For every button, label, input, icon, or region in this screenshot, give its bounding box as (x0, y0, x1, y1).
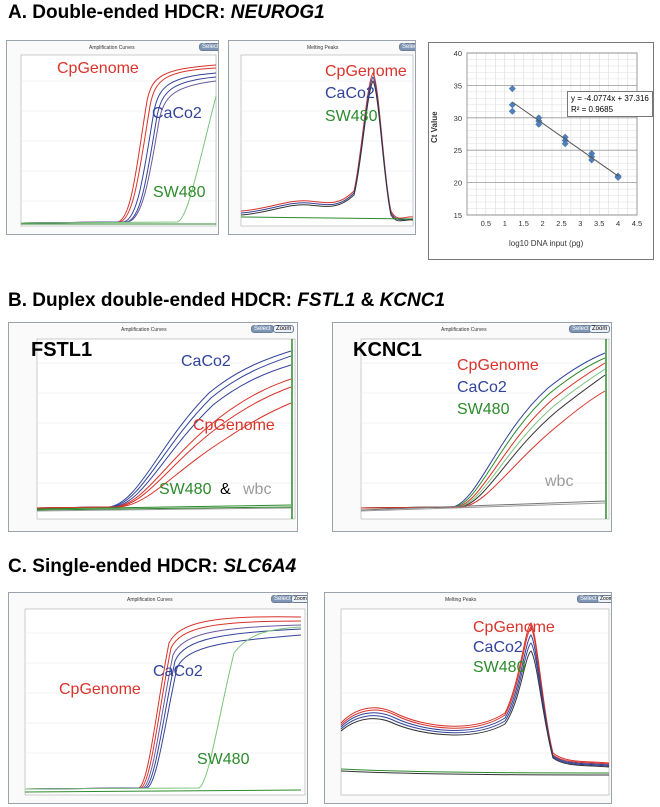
section-a-gene: NEUROG1 (230, 2, 325, 23)
amplification-plot-c (24, 608, 306, 796)
data-point (508, 85, 516, 93)
zoom-button[interactable]: Zoom (273, 325, 295, 333)
section-c-prefix: C. Single-ended HDCR: (8, 556, 224, 577)
x-tick-label: 1 (503, 219, 507, 228)
data-point (508, 107, 516, 115)
label-wbc: wbc (545, 473, 574, 490)
melting-plot-a (240, 54, 414, 227)
section-b-prefix: B. Duplex double-ended HDCR: (8, 290, 298, 311)
x-tick-label: 4.5 (632, 219, 642, 228)
panel-a-amplification: Amplification Curves Select CpGenome CaC… (6, 40, 219, 235)
section-b-amp: & (355, 290, 380, 311)
zoom-button[interactable]: Zoom (291, 595, 307, 603)
data-point (614, 173, 622, 181)
panel-title: Melting Peaks (307, 45, 339, 51)
zoom-button[interactable]: Zoom (589, 325, 611, 333)
melting-plot-c (340, 608, 610, 796)
panel-c-melting: Melting Peaks Select Zoom CpGenome CaCo2… (324, 592, 612, 804)
y-tick-label: 20 (454, 179, 462, 188)
amplification-plot-a (20, 54, 217, 227)
panel-a-standard-curve: 0.5 1 1.5 2 2.5 3 3.5 4 4.5 15 20 25 30 35 40 Ct Value… (428, 42, 654, 260)
label-caco2: CaCo2 (457, 379, 507, 396)
label-wbc: wbc (243, 481, 272, 498)
r2-text: R² = 0.9685 (571, 105, 614, 114)
section-b-gene2: KCNC1 (379, 290, 446, 311)
x-tick-label: 2.5 (556, 219, 566, 228)
panel-title: Amplification Curves (89, 45, 135, 51)
section-a-prefix: A. Double-ended HDCR: (8, 2, 231, 23)
data-point (535, 120, 543, 128)
standard-curve-chart: 0.5 1 1.5 2 2.5 3 3.5 4 4.5 15 20 25 30 35 40 (454, 49, 643, 228)
x-tick-label: 1.5 (518, 219, 528, 228)
label-cpgenome: CpGenome (325, 63, 407, 80)
panel-title: Amplification Curves (127, 597, 173, 603)
section-c-title: C. Single-ended HDCR: SLC6A4 (8, 556, 296, 578)
zoom-button[interactable]: Zoom (597, 595, 611, 603)
label-sw480: SW480 (153, 184, 206, 201)
label-caco2: CaCo2 (181, 353, 231, 370)
plot-frame (466, 52, 638, 216)
label-cpgenome: CpGenome (457, 357, 539, 374)
label-cpgenome: CpGenome (57, 60, 139, 77)
section-b-title: B. Duplex double-ended HDCR: FSTL1 & KCN… (8, 290, 445, 312)
panel-b-kcnc1: Amplification Curves Select Zoom KCNC1 C… (332, 322, 612, 532)
trendline (512, 101, 619, 177)
label-sw480: SW480 (457, 401, 510, 418)
label-caco2: CaCo2 (152, 105, 202, 122)
panel-a-melting: Melting Peaks Select CpGenome CaCo2 SW48… (228, 40, 416, 235)
x-tick-label: 2 (540, 219, 544, 228)
y-tick-label: 15 (454, 211, 462, 220)
section-b-gene1: FSTL1 (297, 290, 356, 311)
gene-label-kcnc1: KCNC1 (353, 339, 422, 361)
label-sw480: SW480 (325, 108, 378, 125)
y-tick-label: 40 (454, 49, 462, 58)
x-tick-label: 3.5 (594, 219, 604, 228)
label-caco2: CaCo2 (153, 663, 203, 680)
x-tick-label: 3 (578, 219, 582, 228)
select-button[interactable]: Select (199, 43, 218, 51)
equation-box: y = -4.0774x + 37.316 R² = 0.9685 (567, 91, 653, 117)
label-caco2: CaCo2 (473, 639, 523, 656)
panel-b-fstl1: Amplification Curves Select Zoom FSTL1 C… (8, 322, 298, 532)
x-tick-label: 0.5 (481, 219, 491, 228)
panel-title: Amplification Curves (121, 327, 167, 333)
label-and: & (220, 481, 231, 498)
y-tick-label: 35 (454, 81, 462, 90)
amplification-plot-b2 (360, 338, 610, 520)
label-sw480: SW480 (197, 751, 250, 768)
label-sw480: SW480 (473, 659, 526, 676)
gene-label-fstl1: FSTL1 (31, 339, 93, 361)
y-axis-label: Ct Value (430, 111, 439, 143)
label-cpgenome: CpGenome (59, 681, 141, 698)
data-point (561, 140, 569, 148)
panel-c-amplification: Amplification Curves Select Zoom CpGenom… (8, 592, 308, 804)
label-caco2: CaCo2 (325, 85, 375, 102)
equation-text: y = -4.0774x + 37.316 (571, 94, 649, 103)
section-a-title: A. Double-ended HDCR: NEUROG1 (8, 2, 325, 24)
amplification-plot-b1 (36, 338, 296, 520)
y-tick-label: 30 (454, 114, 462, 123)
select-button[interactable]: Select (399, 43, 415, 51)
panel-title: Amplification Curves (441, 327, 487, 333)
y-tick-label: 25 (454, 146, 462, 155)
label-sw480: SW480 (159, 481, 212, 498)
x-axis-label: log10 DNA input (pg) (509, 239, 584, 248)
panel-title: Melting Peaks (445, 597, 477, 603)
section-c-gene: SLC6A4 (223, 556, 297, 577)
label-cpgenome: CpGenome (473, 619, 555, 636)
x-tick-label: 4 (616, 219, 620, 228)
label-cpgenome: CpGenome (193, 417, 275, 434)
